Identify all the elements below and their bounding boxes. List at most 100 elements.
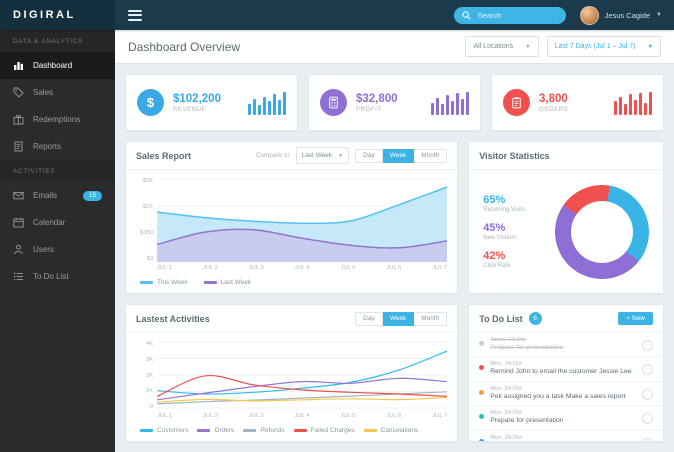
todo-status-dot bbox=[479, 341, 485, 346]
click-rate-stat: 42% Click Rate bbox=[483, 250, 525, 269]
revenue-value: $102,200 bbox=[173, 92, 221, 105]
mail-icon bbox=[13, 190, 24, 201]
range-week-button[interactable]: Week bbox=[382, 148, 415, 163]
todo-item[interactable]: Today, 23 Oct Prepare for presentation bbox=[469, 333, 663, 358]
x-axis-label: JUL 4 bbox=[294, 265, 310, 271]
sidebar-item-users[interactable]: Users bbox=[0, 236, 115, 263]
orders-stat-card: 3,800 ORDERS bbox=[491, 74, 664, 131]
legend-failed-charges: Failed Charges bbox=[293, 427, 355, 434]
sidebar-item-dashboard[interactable]: Dashboard bbox=[0, 52, 115, 79]
sales-legend: This Week Last Week bbox=[126, 276, 457, 293]
todo-checkbox[interactable] bbox=[642, 388, 653, 400]
activities-chart: 4K 3K 2K 1K 0 JUL 1 JUL 2 JUL 3 JUL 4 JUL 5 JUL 6… bbox=[126, 333, 457, 424]
legend-this-week: This Week bbox=[140, 279, 188, 286]
todo-checkbox[interactable] bbox=[642, 340, 653, 351]
new-todo-button[interactable]: + New bbox=[618, 312, 653, 325]
y-axis-label: 2K bbox=[145, 372, 153, 379]
compare-to-select[interactable]: Last Week ▼ bbox=[295, 147, 350, 164]
todo-item[interactable]: Mon, 24 Oct Prepare for presentation bbox=[469, 406, 663, 431]
returning-visits-label: Returning Visits bbox=[483, 207, 526, 213]
search-input[interactable] bbox=[475, 9, 558, 21]
returning-visits-value: 65% bbox=[483, 194, 506, 206]
chevron-down-icon: ▼ bbox=[338, 152, 344, 159]
todo-date: Mon, 24 Oct bbox=[490, 385, 522, 392]
user-name: Jesus Cagide bbox=[604, 10, 651, 20]
x-axis-label: JUL 1 bbox=[157, 413, 172, 419]
orders-mini-bars bbox=[614, 91, 652, 115]
page-header: Dashboard Overview All Locations ▼ Last … bbox=[115, 30, 674, 64]
sidebar-item-label: Reports bbox=[33, 142, 62, 151]
todo-text: Remind John to email the customer Jessie… bbox=[490, 368, 632, 376]
sidebar-item-todo-list[interactable]: To Do List bbox=[0, 263, 115, 290]
tag-icon bbox=[13, 87, 24, 98]
range-month-button[interactable]: Month bbox=[414, 311, 448, 326]
dollar-icon: $ bbox=[137, 89, 164, 116]
sales-area-chart bbox=[157, 178, 448, 262]
todo-count-badge: 6 bbox=[528, 312, 542, 325]
sidebar-item-reports[interactable]: Reports bbox=[0, 133, 115, 160]
new-visitors-label: New Visitors bbox=[483, 235, 517, 241]
search-box bbox=[453, 6, 566, 24]
chevron-down-icon: ▼ bbox=[656, 12, 662, 18]
sidebar-item-emails[interactable]: Emails 15 bbox=[0, 182, 115, 209]
date-range-value: Last 7 Days (Jul 1 – Jul 7) bbox=[554, 43, 636, 50]
profit-label: PROFIT bbox=[356, 106, 382, 113]
activities-chart-y-axis: 4K 3K 2K 1K 0 bbox=[136, 341, 157, 424]
topbar: DIGIRAL Jesus Cagide ▼ bbox=[0, 0, 674, 30]
range-day-button[interactable]: Day bbox=[355, 148, 383, 163]
calendar-icon bbox=[13, 217, 24, 228]
new-visitors-value: 45% bbox=[483, 222, 506, 234]
todo-item[interactable]: Mon, 24 Oct Pek assigned you a task Make… bbox=[469, 382, 663, 407]
todo-list-title: To Do List bbox=[479, 313, 523, 324]
visitor-statistics-card: Visitor Statistics 65% Returning Visits … bbox=[468, 141, 664, 294]
x-axis-label: JUL 3 bbox=[248, 265, 264, 271]
gift-icon bbox=[13, 114, 24, 125]
revenue-mini-bars bbox=[248, 91, 286, 115]
chevron-down-icon: ▼ bbox=[647, 43, 653, 50]
revenue-stat-card: $ $102,200 REVENUE bbox=[125, 74, 298, 131]
range-week-button[interactable]: Week bbox=[382, 311, 415, 326]
orders-swatch bbox=[197, 429, 211, 432]
this-week-swatch bbox=[140, 281, 153, 284]
todo-checkbox[interactable] bbox=[642, 413, 653, 425]
legend-customers: Customers bbox=[140, 427, 188, 434]
todo-status-dot bbox=[479, 414, 485, 420]
profit-mini-bars bbox=[431, 91, 469, 115]
date-range-select[interactable]: Last 7 Days (Jul 1 – Jul 7) ▼ bbox=[546, 36, 661, 57]
todo-text: Prepare for presentation bbox=[490, 344, 564, 351]
sidebar-item-sales[interactable]: Sales bbox=[0, 79, 115, 106]
todo-item[interactable]: Mon, 24 Oct Prepare for presentation bbox=[469, 431, 663, 441]
todo-item[interactable]: Mon, 24 Oct Remind John to email the cus… bbox=[469, 357, 663, 382]
sidebar-section-data-analytics: DATA & ANALYTICS bbox=[0, 30, 115, 52]
todo-list: Today, 23 Oct Prepare for presentation M… bbox=[469, 333, 663, 441]
y-axis-label: 0 bbox=[149, 404, 153, 410]
user-menu[interactable]: Jesus Cagide ▼ bbox=[566, 5, 674, 25]
sidebar-item-label: Calendar bbox=[33, 218, 66, 227]
visitor-statistics-title: Visitor Statistics bbox=[479, 150, 550, 161]
x-axis-label: JUL 7 bbox=[432, 265, 448, 271]
todo-date: Mon, 24 Oct bbox=[490, 361, 522, 368]
menu-toggle-icon[interactable] bbox=[128, 9, 142, 21]
range-day-button[interactable]: Day bbox=[355, 311, 383, 326]
sidebar-item-label: Sales bbox=[33, 88, 54, 97]
last-week-swatch bbox=[203, 281, 217, 284]
sales-chart-x-axis: JUL 1 JUL 2 JUL 3 JUL 4 JUL 5 JUL 6 JUL 7 bbox=[157, 262, 447, 276]
click-rate-label: Click Rate bbox=[483, 263, 511, 269]
page-title: Dashboard Overview bbox=[128, 39, 241, 54]
x-axis-label: JUL 2 bbox=[202, 265, 218, 271]
sidebar-item-redemptions[interactable]: Redemptions bbox=[0, 106, 115, 133]
list-icon bbox=[13, 271, 24, 282]
todo-status-dot bbox=[479, 389, 485, 395]
sidebar-item-calendar[interactable]: Calendar bbox=[0, 209, 115, 236]
activities-range-toggle: Day Week Month bbox=[355, 311, 448, 326]
x-axis-label: JUL 5 bbox=[340, 265, 356, 271]
range-month-button[interactable]: Month bbox=[414, 148, 448, 163]
location-filter-select[interactable]: All Locations ▼ bbox=[465, 36, 539, 57]
stats-row: $ $102,200 REVENUE $32,800 PR bbox=[125, 74, 664, 131]
todo-checkbox[interactable] bbox=[642, 437, 653, 441]
todo-checkbox[interactable] bbox=[642, 364, 653, 376]
todo-date: Today, 23 Oct bbox=[490, 337, 526, 343]
x-axis-label: JUL 6 bbox=[386, 265, 402, 271]
y-axis-label: 1K bbox=[145, 388, 153, 395]
sidebar: DATA & ANALYTICS Dashboard Sales Redempt… bbox=[0, 30, 115, 452]
